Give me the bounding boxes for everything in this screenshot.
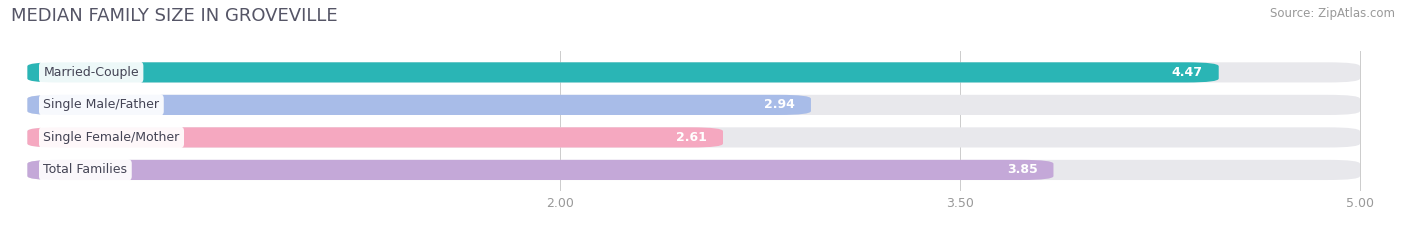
FancyBboxPatch shape (27, 127, 723, 147)
Text: 3.85: 3.85 (1007, 163, 1038, 176)
Text: 2.94: 2.94 (763, 98, 794, 111)
FancyBboxPatch shape (27, 62, 1219, 82)
FancyBboxPatch shape (27, 95, 1360, 115)
FancyBboxPatch shape (27, 127, 1360, 147)
Text: Source: ZipAtlas.com: Source: ZipAtlas.com (1270, 7, 1395, 20)
Text: 2.61: 2.61 (676, 131, 707, 144)
Text: 4.47: 4.47 (1171, 66, 1202, 79)
Text: Total Families: Total Families (44, 163, 128, 176)
FancyBboxPatch shape (27, 95, 811, 115)
FancyBboxPatch shape (27, 160, 1360, 180)
Text: MEDIAN FAMILY SIZE IN GROVEVILLE: MEDIAN FAMILY SIZE IN GROVEVILLE (11, 7, 337, 25)
Text: Single Male/Father: Single Male/Father (44, 98, 159, 111)
FancyBboxPatch shape (27, 160, 1053, 180)
Text: Married-Couple: Married-Couple (44, 66, 139, 79)
Text: Single Female/Mother: Single Female/Mother (44, 131, 180, 144)
FancyBboxPatch shape (27, 62, 1360, 82)
